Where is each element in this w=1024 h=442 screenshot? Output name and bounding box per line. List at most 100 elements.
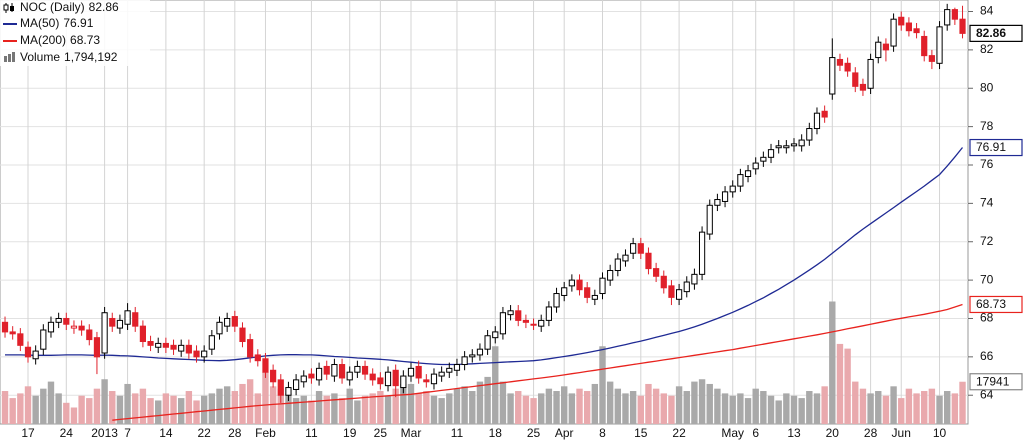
candle-body <box>798 139 805 147</box>
y-tick-label: 82 <box>980 42 994 56</box>
ma-line <box>112 303 963 421</box>
x-tick-label: 15 <box>634 426 648 440</box>
candle-body <box>392 369 399 387</box>
candle-body <box>70 325 78 329</box>
volume-bar <box>132 393 139 424</box>
legend-entry: Volume 1,794,192 <box>20 50 118 64</box>
volume-bar <box>660 393 667 424</box>
candle-body <box>721 191 729 202</box>
candle-body <box>185 344 192 354</box>
legend-icon <box>8 54 11 62</box>
volume-bar <box>882 395 890 424</box>
y-tick-label: 84 <box>980 4 994 18</box>
value-tag: 76.91 <box>976 140 1006 154</box>
volume-bar <box>78 395 85 424</box>
candle-body <box>737 174 744 187</box>
volume-bar <box>515 391 522 424</box>
legend-text: 68.73 <box>70 33 100 47</box>
x-tick-label: 17 <box>21 426 35 440</box>
volume-bar <box>790 395 798 424</box>
candle-body <box>40 329 47 350</box>
x-tick-label: 18 <box>489 426 503 440</box>
volume-bar <box>384 395 392 424</box>
candle-body <box>78 325 85 331</box>
candle-body <box>515 310 522 321</box>
x-tick-label: 28 <box>228 426 242 440</box>
x-tick-label: 7 <box>124 426 131 440</box>
candle-body <box>944 9 951 26</box>
volume-bar <box>32 395 39 424</box>
legend-text: 82.86 <box>89 0 119 14</box>
x-tick-label: 11 <box>451 426 464 440</box>
volume-bar <box>522 395 530 424</box>
value-tag: 17941 <box>976 374 1010 388</box>
volume-bar <box>905 388 913 424</box>
y-tick-label: 80 <box>980 80 994 94</box>
value-tag-box <box>969 138 1023 157</box>
candle-body <box>224 317 231 327</box>
value-tag-box <box>969 295 1023 314</box>
candle-body <box>438 371 445 377</box>
volume-bar <box>407 383 415 424</box>
volume-bar <box>162 393 170 424</box>
candle-body <box>285 387 292 396</box>
legend-icon <box>3 4 9 11</box>
candle-body <box>607 270 614 281</box>
legend-background <box>0 0 150 66</box>
volume-bar <box>507 393 514 424</box>
candle-body <box>323 365 330 375</box>
candle-body <box>645 252 652 270</box>
volume-bar <box>606 381 614 424</box>
volume-bar <box>469 391 476 424</box>
candle-body <box>17 333 24 346</box>
volume-bar <box>691 381 698 424</box>
candle-body <box>622 254 629 262</box>
candle-body <box>936 26 943 64</box>
candle-body <box>545 306 552 321</box>
candle-body <box>346 371 353 381</box>
y-tick-label: 70 <box>980 272 994 286</box>
volume-bar <box>836 343 844 424</box>
candle-body <box>691 273 698 285</box>
candle-body <box>469 354 476 358</box>
x-tick-label: 8 <box>599 426 606 440</box>
candle-body <box>254 354 261 362</box>
candle-body <box>361 365 369 375</box>
x-tick-label: 2013 <box>91 426 118 440</box>
candle-body <box>852 72 859 87</box>
candle-body <box>836 58 844 66</box>
candle-body <box>630 243 637 254</box>
volume-bar <box>951 393 959 424</box>
candle-body <box>492 331 499 339</box>
volume-bar <box>323 395 330 424</box>
candle-body <box>783 145 790 149</box>
candle-body <box>453 364 461 371</box>
candle-body <box>905 22 912 32</box>
y-tick-label: 66 <box>980 349 994 363</box>
volume-bar <box>928 388 936 424</box>
legend-text: 76.91 <box>63 16 93 30</box>
legend-text: MA(50) <box>20 16 59 30</box>
volume-bar <box>675 386 683 424</box>
volume-bar <box>652 388 660 424</box>
candle-body <box>683 281 690 293</box>
candle-body <box>714 199 721 206</box>
volume-bar <box>599 346 606 424</box>
x-tick-label: 25 <box>374 426 388 440</box>
candle-body <box>231 316 238 327</box>
candle-body <box>568 279 575 287</box>
candle-body <box>813 112 821 130</box>
volume-bar <box>737 393 744 424</box>
candle-body <box>576 279 583 291</box>
volume-bar <box>9 398 16 424</box>
y-tick-label: 64 <box>980 387 994 401</box>
volume-bar <box>591 383 599 424</box>
volume-bar <box>392 388 399 424</box>
candle-body <box>706 204 713 235</box>
volume-bar <box>683 391 690 424</box>
candle-body <box>109 317 116 327</box>
volume-bar <box>208 393 216 424</box>
volume-bar <box>729 395 736 424</box>
volume-bar <box>576 388 583 424</box>
candle-body <box>193 350 200 358</box>
